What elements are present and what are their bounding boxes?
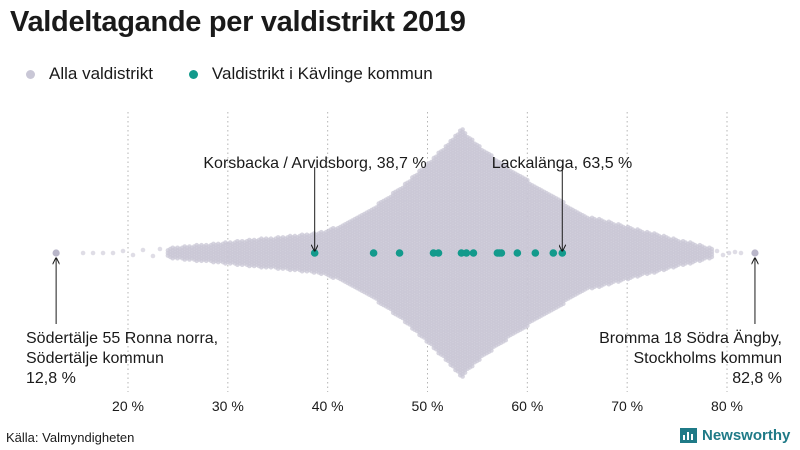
swarm-point [460, 374, 465, 379]
legend-label-all: Alla valdistrikt [49, 64, 153, 83]
swarm-point [489, 348, 494, 353]
legend-dot-icon [188, 69, 198, 79]
swarm-point [477, 144, 482, 149]
swarm-point [469, 363, 475, 369]
legend-item-local: Valdistrikt i Kävlinge kommun [188, 64, 433, 84]
swarm-point [460, 127, 465, 132]
swarm-point [462, 370, 468, 375]
legend: Alla valdistrikt Valdistrikt i Kävlinge … [26, 64, 469, 84]
swarm-point [469, 137, 475, 143]
legend-label-local: Valdistrikt i Kävlinge kommun [211, 64, 433, 83]
swarm-point [477, 357, 482, 362]
legend-item-all: Alla valdistrikt [26, 64, 153, 84]
swarm-point [462, 131, 468, 136]
chart-title: Valdeltagande per valdistrikt 2019 [10, 6, 466, 38]
legend-dot-icon [26, 69, 35, 79]
